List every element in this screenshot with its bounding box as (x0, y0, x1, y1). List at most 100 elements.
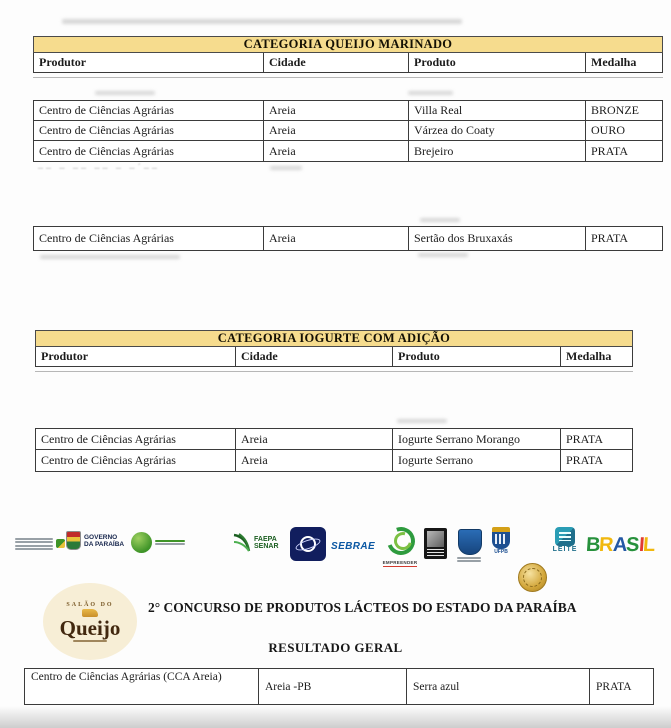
cell-produto: Iogurte Serrano (393, 450, 561, 471)
column-header-cidade: Cidade (236, 347, 393, 366)
badge-underline (73, 639, 107, 642)
table-geral-row: Centro de Ciências Agrárias (CCA Areia) … (24, 668, 654, 705)
ghost-smudge-top (62, 19, 462, 24)
cell-produtor: Centro de Ciências Agrárias (36, 450, 236, 471)
table-marinado-title-band: CATEGORIA QUEIJO MARINADO (33, 36, 663, 53)
divider-line (33, 77, 663, 78)
cell-produto: Várzea do Coaty (409, 121, 586, 140)
logo-empreender: EMPREENDER (378, 527, 422, 569)
badge-word: Queijo (59, 615, 121, 640)
column-header-produto: Produto (393, 347, 561, 366)
photo-caption-lines (427, 547, 444, 556)
logo-university-shield (457, 529, 483, 564)
cheese-icon (82, 608, 98, 617)
cell-produtor: Centro de Ciências Agrárias (34, 227, 264, 250)
green-globe-icon (131, 532, 152, 553)
ufpb-label: UFPB (494, 549, 508, 555)
contest-title: 2° CONCURSO DE PRODUTOS LÁCTEOS DO ESTAD… (148, 600, 577, 615)
ghost-smudge (420, 218, 460, 222)
leite-icon (555, 527, 575, 546)
cell-medalha: PRATA (596, 680, 632, 693)
cell-cidade: Areia (236, 429, 393, 449)
cell-cidade: Areia -PB (259, 669, 407, 704)
cell-produto: Sertão dos Bruxaxás (409, 227, 586, 250)
cell-produto: Serra azul (407, 669, 590, 704)
empreender-swirl-icon (387, 527, 413, 551)
paraiba-crest-icon (66, 531, 81, 550)
cell-medalha: PRATA (591, 143, 629, 158)
table-row: Centro de Ciências Agrárias Areia Sertão… (34, 227, 662, 250)
cell-cidade: Areia (264, 141, 409, 161)
logo-cooperar (131, 532, 185, 553)
column-header-produtor: Produtor (34, 53, 264, 72)
table-row: Centro de Ciências Agrárias Areia Iogurt… (36, 429, 632, 450)
ghost-smudge (397, 419, 447, 423)
table-iogurte-body: Centro de Ciências Agrárias Areia Iogurt… (35, 428, 633, 472)
table-row: Centro de Ciências Agrárias Areia Villa … (34, 101, 662, 121)
cell-medalha: BRONZE (591, 103, 639, 117)
column-header-produtor: Produtor (36, 347, 236, 366)
governo-label: GOVERNO (84, 533, 118, 541)
logo-photo-plate (424, 528, 447, 559)
column-header-produto: Produto (409, 53, 586, 72)
logo-governo-paraiba: GOVERNO DA PARAÍBA (66, 531, 124, 550)
brasil-letter: S (625, 534, 640, 556)
logo-brasil-wordmark: BRASIL (585, 534, 656, 556)
university-text-lines (457, 556, 481, 562)
cell-produtor: Centro de Ciências Agrárias (36, 429, 236, 449)
logo-secretaria (15, 536, 65, 552)
ghost-smudge (408, 91, 453, 95)
cell-medalha: PRATA (566, 453, 604, 467)
table-marinado-extra-row-block: Centro de Ciências Agrárias Areia Sertão… (33, 226, 663, 251)
cell-medalha: PRATA (591, 231, 629, 245)
logo-leite: LEITE (552, 527, 578, 553)
ghost-smudge (418, 253, 468, 257)
result-title: RESULTADO GERAL (268, 640, 403, 655)
logo-gold-seal-icon (518, 563, 547, 592)
secretaria-emblem-icon (56, 539, 65, 549)
senar-label: SENAR (254, 543, 279, 550)
cell-produto: Iogurte Serrano Morango (393, 429, 561, 449)
cell-cidade: Areia (236, 450, 393, 471)
ghost-smudge (40, 255, 180, 259)
faepa-label: FAEPA (254, 535, 277, 543)
table-marinado-body: Centro de Ciências Agrárias Areia Villa … (33, 100, 663, 162)
column-header-cidade: Cidade (264, 53, 409, 72)
cooperar-text-lines (155, 538, 185, 547)
cell-produtor: Centro de Ciências Agrárias (34, 101, 264, 120)
cell-produtor: Centro de Ciências Agrárias (CCA Areia) (25, 669, 259, 704)
governo-label2: DA PARAÍBA (84, 540, 125, 548)
cell-cidade: Areia (264, 101, 409, 120)
ghost-erased-row: –– – –– –– – –´–– (38, 163, 160, 174)
table-iogurte-title-band: CATEGORIA IOGURTE COM ADIÇÃO (35, 330, 633, 347)
table-row: Centro de Ciências Agrárias Areia Várzea… (34, 121, 662, 141)
bottom-gray-strip (0, 706, 671, 728)
cell-medalha: OURO (591, 123, 626, 137)
shield-icon (458, 529, 482, 555)
column-header-medalha: Medalha (591, 55, 637, 69)
brasil-letter: L (642, 534, 656, 556)
logo-sebrae-emblem (290, 527, 326, 561)
column-header-medalha: Medalha (566, 349, 612, 363)
cell-cidade: Areia (264, 121, 409, 140)
ufpb-crest-icon (492, 527, 510, 549)
badge-arc-text: SALÃO DO (66, 601, 114, 608)
logo-faepa-senar: FAEPA SENAR (233, 533, 279, 553)
divider-line (35, 371, 633, 372)
ghost-smudge (270, 166, 302, 170)
cell-produtor: Centro de Ciências Agrárias (34, 141, 264, 161)
table-marinado-header-row: Produtor Cidade Produto Medalha (33, 53, 663, 73)
queijo-badge-logo: SALÃO DO Queijo (43, 583, 137, 660)
leaf-fan-icon (233, 533, 251, 552)
table-row: Centro de Ciências Agrárias Areia Brejei… (34, 141, 662, 161)
secretaria-text-lines (15, 536, 53, 552)
empreender-label: EMPREENDER (382, 560, 418, 567)
leite-label: LEITE (552, 546, 578, 553)
logo-sebrae-wordmark: SEBRAE (331, 541, 376, 552)
cell-produto: Villa Real (409, 101, 586, 120)
logo-ufpb: UFPB (491, 527, 511, 555)
cell-cidade: Areia (264, 227, 409, 250)
cell-medalha: PRATA (566, 431, 604, 446)
table-row: Centro de Ciências Agrárias Areia Iogurt… (36, 450, 632, 471)
